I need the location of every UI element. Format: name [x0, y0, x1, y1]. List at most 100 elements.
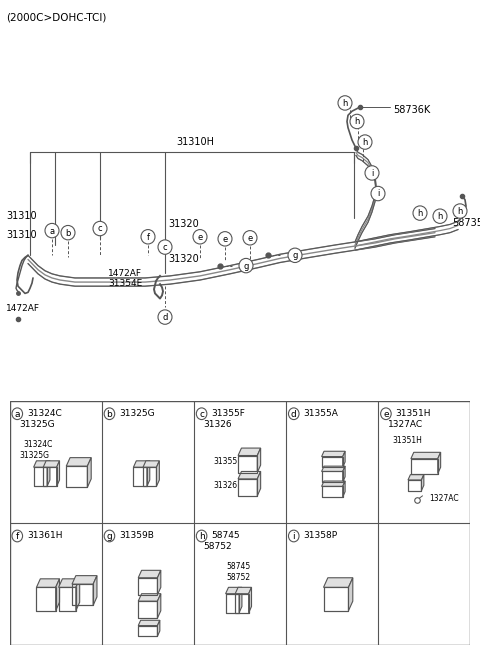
Circle shape — [193, 230, 207, 244]
Text: b: b — [107, 409, 112, 419]
Circle shape — [288, 408, 299, 420]
Text: c: c — [98, 224, 102, 233]
Bar — [235, 594, 249, 613]
Text: 31310H: 31310H — [176, 137, 214, 147]
Polygon shape — [257, 471, 261, 496]
Bar — [238, 479, 257, 496]
Polygon shape — [239, 587, 242, 613]
Circle shape — [243, 231, 257, 245]
Text: 31351H: 31351H — [392, 436, 422, 445]
Polygon shape — [59, 579, 80, 587]
Polygon shape — [143, 461, 159, 467]
Bar — [138, 626, 157, 636]
Bar — [322, 486, 343, 497]
Text: 31320: 31320 — [168, 220, 199, 230]
Text: h: h — [437, 212, 443, 221]
Circle shape — [218, 231, 232, 246]
Polygon shape — [411, 452, 441, 459]
Bar — [238, 479, 257, 496]
Text: e: e — [383, 409, 389, 419]
Text: 31361H: 31361H — [27, 531, 62, 541]
Circle shape — [158, 240, 172, 254]
Text: h: h — [354, 117, 360, 126]
Polygon shape — [324, 578, 353, 587]
Text: h: h — [417, 209, 423, 218]
Text: h: h — [342, 99, 348, 108]
Polygon shape — [157, 594, 161, 618]
Text: f: f — [16, 532, 19, 541]
Text: i: i — [292, 532, 295, 541]
Bar — [66, 466, 87, 488]
Circle shape — [288, 248, 302, 263]
Circle shape — [365, 166, 379, 180]
Polygon shape — [343, 481, 345, 497]
Polygon shape — [157, 620, 160, 636]
Text: (2000C>DOHC-TCI): (2000C>DOHC-TCI) — [6, 12, 107, 22]
Bar — [138, 626, 157, 636]
Text: 31358P: 31358P — [303, 531, 337, 541]
Bar — [143, 467, 156, 486]
Text: 31325G: 31325G — [19, 420, 55, 429]
Bar — [408, 480, 421, 490]
Text: 31320: 31320 — [168, 254, 199, 265]
Text: b: b — [65, 229, 71, 237]
Bar — [36, 587, 56, 611]
Polygon shape — [322, 481, 345, 486]
Polygon shape — [133, 461, 150, 467]
Text: 1472AF: 1472AF — [6, 304, 40, 313]
Polygon shape — [57, 461, 60, 486]
Circle shape — [12, 408, 23, 420]
Text: c: c — [199, 409, 204, 419]
Text: 31324C: 31324C — [24, 440, 53, 449]
Circle shape — [413, 206, 427, 220]
Text: h: h — [362, 138, 368, 147]
Text: d: d — [291, 409, 297, 419]
Polygon shape — [235, 587, 252, 594]
Circle shape — [45, 224, 59, 238]
Bar — [36, 587, 56, 611]
Polygon shape — [421, 475, 424, 490]
Bar — [138, 578, 157, 595]
Bar — [322, 486, 343, 497]
Text: c: c — [163, 243, 168, 252]
Text: 31325G: 31325G — [20, 451, 49, 460]
Polygon shape — [322, 466, 345, 471]
Bar — [138, 578, 157, 595]
Circle shape — [196, 408, 207, 420]
Bar — [143, 467, 156, 486]
Text: 58736K: 58736K — [393, 105, 430, 115]
Bar — [66, 466, 87, 488]
Text: 1472AF: 1472AF — [108, 269, 142, 278]
Circle shape — [358, 135, 372, 149]
Circle shape — [338, 96, 352, 110]
Text: g: g — [243, 261, 249, 271]
Bar — [133, 467, 147, 486]
Bar — [43, 467, 57, 486]
Polygon shape — [138, 570, 161, 578]
Circle shape — [433, 209, 447, 224]
Text: 31351H: 31351H — [396, 409, 431, 418]
Polygon shape — [348, 578, 353, 611]
Bar — [133, 467, 147, 486]
Polygon shape — [343, 466, 345, 482]
Polygon shape — [249, 587, 252, 613]
Bar — [322, 456, 343, 467]
Polygon shape — [47, 461, 50, 486]
Bar — [226, 594, 239, 613]
Polygon shape — [257, 448, 261, 473]
Text: 1327AC: 1327AC — [429, 494, 459, 503]
Bar — [226, 594, 239, 613]
Polygon shape — [66, 458, 91, 466]
Polygon shape — [36, 579, 60, 587]
Polygon shape — [157, 570, 161, 595]
Text: e: e — [222, 235, 228, 244]
Polygon shape — [56, 579, 60, 611]
Text: 58745: 58745 — [211, 531, 240, 541]
Text: 31359B: 31359B — [119, 531, 154, 541]
Circle shape — [288, 530, 299, 542]
Text: 31354E: 31354E — [108, 279, 142, 288]
Polygon shape — [93, 576, 97, 606]
Text: i: i — [371, 169, 373, 178]
Circle shape — [12, 530, 23, 542]
Bar — [411, 459, 438, 473]
